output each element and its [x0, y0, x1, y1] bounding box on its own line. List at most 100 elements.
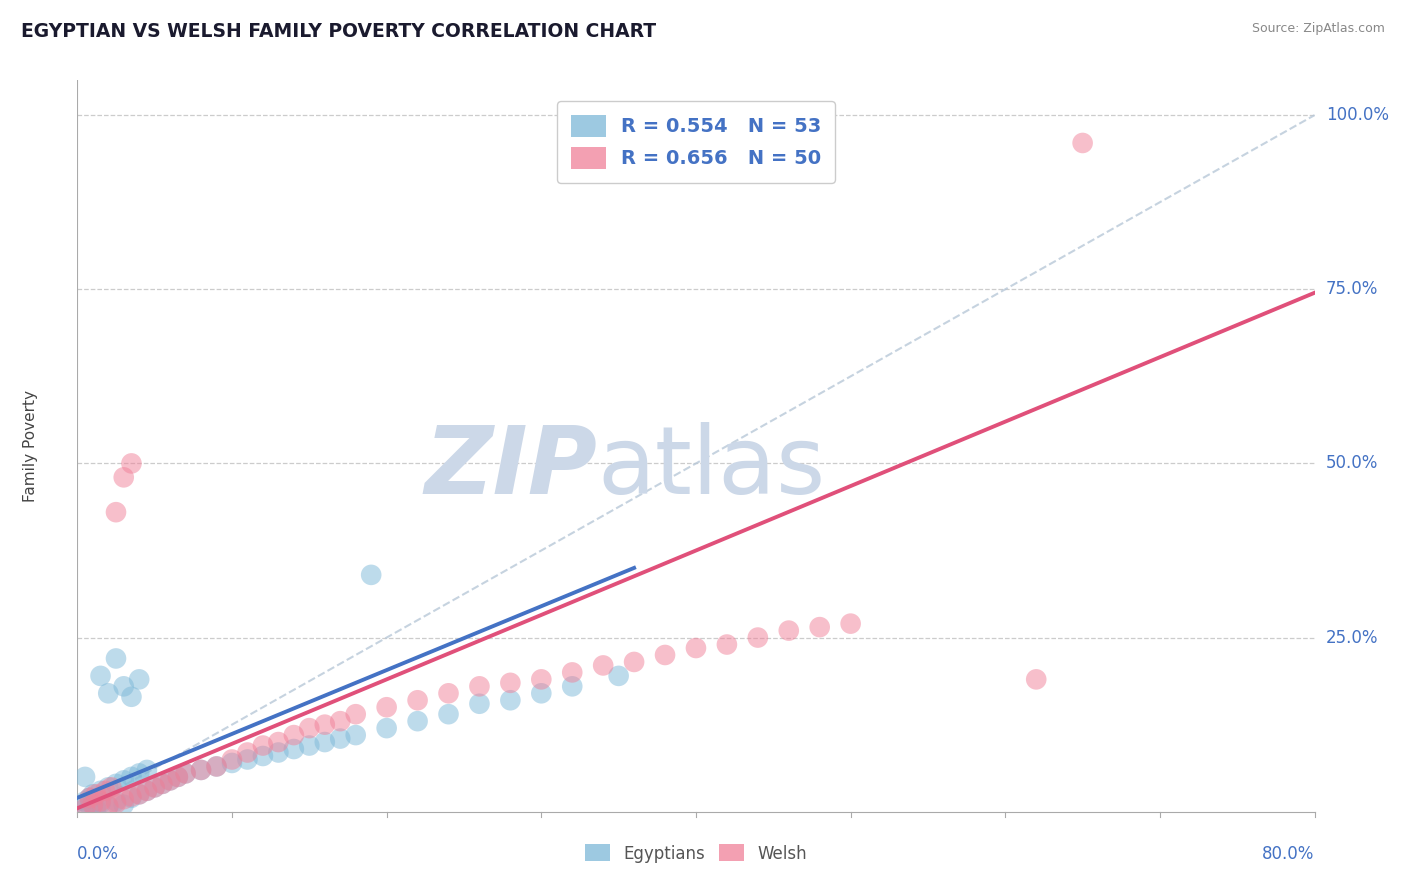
Point	[252, 749, 274, 764]
Point	[105, 777, 127, 791]
Point	[82, 797, 104, 812]
Point	[530, 673, 553, 687]
Point	[344, 728, 367, 742]
Point	[468, 679, 491, 693]
Point	[344, 707, 367, 722]
Point	[79, 799, 101, 814]
Point	[167, 770, 190, 784]
Point	[267, 746, 290, 760]
Point	[499, 693, 522, 707]
Point	[236, 752, 259, 766]
Point	[167, 770, 190, 784]
Point	[121, 770, 143, 784]
Point	[75, 770, 96, 784]
Text: atlas: atlas	[598, 422, 825, 514]
Point	[283, 728, 305, 742]
Point	[105, 505, 127, 519]
Point	[112, 470, 135, 484]
Point	[530, 686, 553, 700]
Point	[406, 693, 429, 707]
Point	[329, 714, 352, 728]
Point	[360, 567, 382, 582]
Point	[79, 790, 101, 805]
Point	[121, 790, 143, 805]
Point	[298, 721, 321, 735]
Point	[90, 794, 111, 808]
Point	[136, 763, 159, 777]
Text: EGYPTIAN VS WELSH FAMILY POVERTY CORRELATION CHART: EGYPTIAN VS WELSH FAMILY POVERTY CORRELA…	[21, 22, 657, 41]
Point	[314, 717, 336, 731]
Text: 80.0%: 80.0%	[1263, 845, 1315, 863]
Point	[1025, 673, 1047, 687]
Point	[159, 773, 181, 788]
Point	[97, 799, 120, 814]
Point	[298, 739, 321, 753]
Point	[747, 631, 769, 645]
Point	[437, 707, 460, 722]
Point	[808, 620, 831, 634]
Text: Source: ZipAtlas.com: Source: ZipAtlas.com	[1251, 22, 1385, 36]
Point	[84, 801, 107, 815]
Point	[75, 801, 96, 815]
Point	[112, 792, 135, 806]
Point	[84, 787, 107, 801]
Point	[82, 787, 104, 801]
Text: 0.0%: 0.0%	[77, 845, 120, 863]
Point	[329, 731, 352, 746]
Point	[75, 794, 96, 808]
Point	[112, 797, 135, 812]
Point	[159, 773, 181, 788]
Text: 25.0%: 25.0%	[1326, 629, 1378, 647]
Point	[236, 746, 259, 760]
Point	[136, 784, 159, 798]
Point	[100, 780, 122, 795]
Point	[283, 742, 305, 756]
Point	[205, 759, 228, 773]
Point	[716, 638, 738, 652]
Point	[121, 789, 143, 804]
Point	[121, 690, 143, 704]
Point	[128, 766, 150, 780]
Point	[105, 651, 127, 665]
Point	[97, 780, 120, 795]
Text: ZIP: ZIP	[425, 422, 598, 514]
Point	[174, 766, 197, 780]
Point	[128, 673, 150, 687]
Point	[152, 777, 174, 791]
Point	[94, 784, 117, 798]
Point	[143, 780, 166, 795]
Point	[468, 697, 491, 711]
Text: 100.0%: 100.0%	[1326, 106, 1389, 124]
Point	[75, 801, 96, 815]
Text: 50.0%: 50.0%	[1326, 454, 1378, 473]
Point	[406, 714, 429, 728]
Point	[128, 787, 150, 801]
Point	[112, 773, 135, 788]
Point	[623, 655, 645, 669]
Point	[174, 766, 197, 780]
Point	[105, 794, 127, 808]
Point	[190, 763, 212, 777]
Point	[375, 721, 398, 735]
Point	[112, 679, 135, 693]
Point	[128, 787, 150, 801]
Point	[136, 784, 159, 798]
Point	[90, 669, 111, 683]
Point	[778, 624, 800, 638]
Point	[561, 679, 583, 693]
Point	[143, 780, 166, 795]
Point	[190, 763, 212, 777]
Point	[839, 616, 862, 631]
Point	[375, 700, 398, 714]
Point	[685, 640, 707, 655]
Point	[205, 759, 228, 773]
Point	[90, 784, 111, 798]
Point	[97, 799, 120, 814]
Point	[97, 686, 120, 700]
Point	[79, 790, 101, 805]
Point	[561, 665, 583, 680]
Point	[607, 669, 630, 683]
Point	[121, 457, 143, 471]
Point	[152, 777, 174, 791]
Point	[252, 739, 274, 753]
